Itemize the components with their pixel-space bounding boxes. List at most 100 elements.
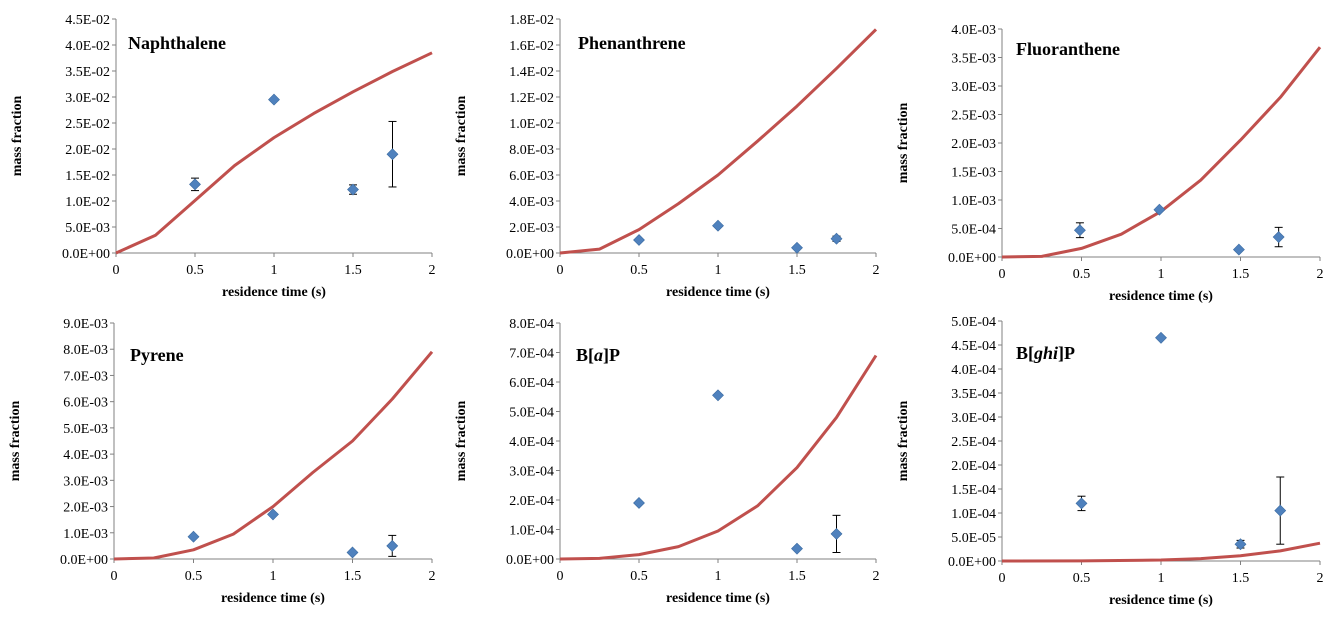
- chart-title: Phenanthrene: [578, 33, 686, 53]
- y-axis-title: mass fraction: [10, 96, 25, 177]
- y-tick-label: 2.5E-02: [65, 117, 110, 132]
- y-tick-label: 0.0E+00: [948, 251, 996, 266]
- y-tick-label: 0.0E+00: [62, 247, 110, 262]
- x-tick-label: 2: [873, 263, 880, 278]
- y-tick-label: 2.5E-04: [951, 435, 996, 450]
- y-tick-label: 3.0E-03: [63, 474, 108, 489]
- x-axis-title: residence time (s): [222, 285, 326, 300]
- y-tick-label: 6.0E-03: [509, 169, 554, 184]
- y-axis-title: mass fraction: [454, 96, 469, 177]
- x-tick-label: 2: [1317, 571, 1324, 586]
- y-tick-label: 0.0E+00: [60, 553, 108, 568]
- data-point: [187, 530, 200, 543]
- model-curve: [559, 28, 878, 255]
- y-tick-label: 5.0E-03: [63, 422, 108, 437]
- y-tick-label: 1.0E-04: [509, 524, 554, 539]
- chart-title-part: Fluoranthene: [1016, 39, 1120, 59]
- x-tick-label: 0.5: [630, 263, 648, 278]
- chart-title: Fluoranthene: [1016, 39, 1120, 59]
- data-point: [1073, 224, 1086, 237]
- model-curve: [559, 354, 878, 561]
- data-point: [791, 241, 803, 254]
- data-point: [1232, 243, 1245, 256]
- data-point: [346, 546, 359, 559]
- y-tick-label: 1.2E-02: [509, 91, 554, 106]
- x-tick-label: 0: [557, 263, 564, 278]
- model-curve: [1001, 541, 1321, 563]
- y-tick-label: 5.0E-04: [951, 223, 996, 238]
- y-tick-label: 0.0E+00: [506, 553, 554, 568]
- x-tick-label: 1.5: [1232, 267, 1250, 282]
- data-point: [189, 178, 201, 191]
- x-tick-label: 1: [1158, 267, 1165, 282]
- y-tick-label: 4.0E-02: [65, 39, 110, 54]
- x-tick-label: 2: [873, 569, 880, 584]
- x-tick-label: 1: [1158, 571, 1165, 586]
- chart-title-part: Naphthalene: [128, 33, 226, 53]
- y-tick-label: 8.0E-04: [509, 317, 554, 332]
- chart-title: B[ghi]P: [1016, 343, 1075, 363]
- y-tick-label: 2.0E-03: [509, 221, 554, 236]
- data-point: [830, 528, 843, 540]
- chart-panel-6: 0.0E+00 5.0E-05 1.0E-04 1.5E-04 2.0E-04 2.5E-…: [896, 315, 1324, 608]
- chart-title-part: ]P: [603, 345, 620, 365]
- y-axis-title: mass fraction: [896, 103, 911, 184]
- y-tick-label: 1.0E-02: [65, 195, 110, 210]
- y-tick-label: 8.0E-03: [63, 343, 108, 358]
- y-axis-title: mass fraction: [454, 401, 469, 482]
- data-point: [386, 148, 399, 161]
- y-tick-label: 1.5E-04: [951, 483, 996, 498]
- x-tick-label: 1.5: [344, 569, 362, 584]
- y-tick-label: 3.0E-03: [951, 80, 996, 95]
- x-axis-title: residence time (s): [221, 591, 325, 606]
- x-tick-label: 1: [271, 263, 278, 278]
- y-tick-label: 2.0E-02: [65, 143, 110, 158]
- y-tick-label: 1.0E-03: [951, 194, 996, 209]
- x-tick-label: 0.5: [630, 569, 648, 584]
- x-tick-label: 0: [999, 267, 1006, 282]
- y-tick-label: 1.5E-03: [951, 166, 996, 181]
- y-tick-label: 4.0E-03: [951, 23, 996, 38]
- y-tick-label: 6.0E-03: [63, 396, 108, 411]
- y-tick-label: 0.0E+00: [948, 555, 996, 570]
- y-tick-label: 9.0E-03: [63, 317, 108, 332]
- chart-title: Pyrene: [130, 345, 184, 365]
- chart-panel-5: 0.0E+00 1.0E-04 2.0E-04 3.0E-04 4.0E-04 5.0E-…: [454, 317, 880, 606]
- x-tick-label: 1.5: [344, 263, 362, 278]
- x-axis-title: residence time (s): [1109, 593, 1213, 608]
- y-tick-label: 3.0E-04: [509, 465, 554, 480]
- x-tick-label: 0: [999, 571, 1006, 586]
- y-tick-label: 6.0E-04: [509, 376, 554, 391]
- model-curve: [115, 51, 433, 255]
- x-tick-label: 1.5: [1232, 571, 1250, 586]
- y-axis-title: mass fraction: [896, 401, 911, 482]
- y-tick-label: 1.0E-04: [951, 507, 996, 522]
- x-tick-label: 0: [557, 569, 564, 584]
- x-tick-label: 1.5: [788, 263, 806, 278]
- data-point: [1274, 504, 1287, 517]
- y-tick-label: 3.0E-04: [951, 411, 996, 426]
- x-tick-label: 1.5: [788, 569, 806, 584]
- data-point: [712, 219, 724, 232]
- chart-title-part: Pyrene: [130, 345, 184, 365]
- chart-panel-3: 0.0E+00 5.0E-04 1.0E-03 1.5E-03 2.0E-03 2.5E-…: [896, 23, 1324, 304]
- chart-title-part: ]P: [1058, 343, 1075, 363]
- y-tick-label: 1.0E-02: [509, 117, 554, 132]
- x-tick-label: 1: [270, 569, 277, 584]
- y-tick-label: 1.8E-02: [509, 13, 554, 28]
- data-point: [268, 93, 280, 106]
- y-tick-label: 5.0E-04: [951, 315, 996, 330]
- data-point: [1075, 497, 1088, 510]
- y-tick-label: 4.5E-02: [65, 13, 110, 28]
- y-tick-label: 7.0E-03: [63, 369, 108, 384]
- y-tick-label: 1.0E-03: [63, 527, 108, 542]
- chart-panel-1: 0.0E+00 5.0E-03 1.0E-02 1.5E-02 2.0E-02 2.5E-…: [10, 13, 436, 300]
- data-point: [1155, 331, 1167, 344]
- y-tick-label: 2.0E-04: [509, 494, 554, 509]
- x-tick-label: 1: [715, 569, 722, 584]
- x-axis-title: residence time (s): [666, 285, 770, 300]
- y-tick-label: 2.0E-03: [951, 137, 996, 152]
- y-tick-label: 1.6E-02: [509, 39, 554, 54]
